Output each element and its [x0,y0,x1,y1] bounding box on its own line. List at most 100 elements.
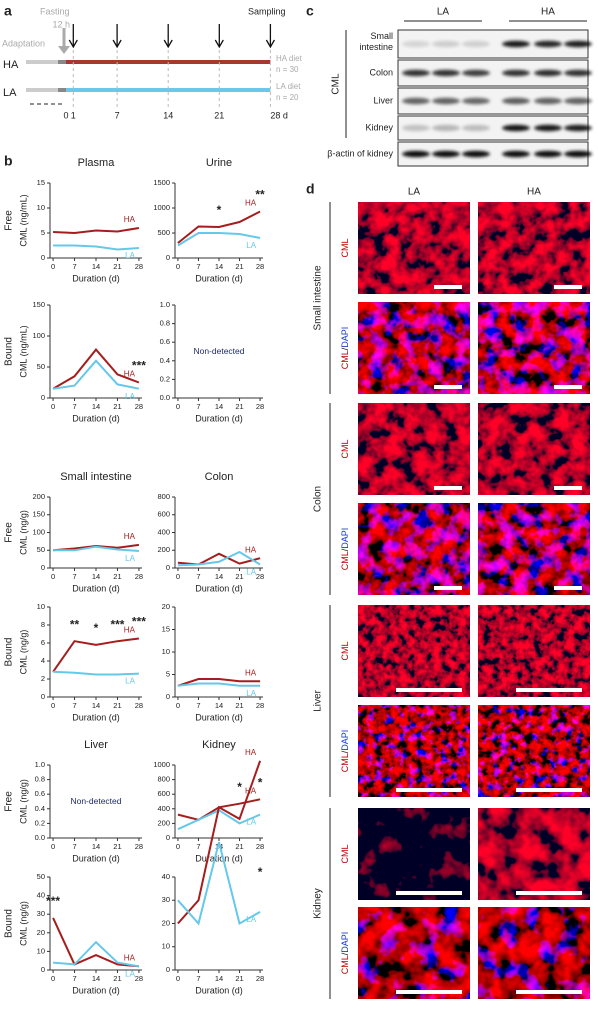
x-tick-label: 7 [196,572,200,581]
x-tick-label: 7 [72,262,76,271]
micrograph [478,808,590,900]
micrograph [478,503,590,595]
y-tick-label: 0.6 [160,337,170,346]
series-label: LA [125,677,135,686]
x-tick-label: 14 [215,572,223,581]
stain-part: CML [340,439,350,458]
y-tick-label: 0.8 [35,775,45,784]
sampling-arrowhead [68,39,78,49]
x-tick-label: 14 [92,262,100,271]
micrograph [478,202,590,294]
y-tick-label: 0.2 [35,818,45,827]
y-tick-label: 8 [41,620,45,629]
x-tick-label: 14 [215,402,223,411]
diet-label: HA diet [276,54,303,63]
y-axis-label: CML (ng/g) [18,901,28,946]
y-axis-label: CML (ng/g) [18,779,28,824]
series-label: HA [245,545,257,554]
y-tick-label: 0 [41,393,45,402]
stain-part: CML [340,641,350,660]
y-tick-label: 20 [162,602,170,611]
blot-band [462,97,490,105]
series-label: LA [246,818,256,827]
y-tick-label: 1.0 [35,760,45,769]
x-tick-label: 28 [135,262,143,271]
y-tick-label: 0 [41,965,45,974]
micrograph [358,403,470,495]
x-axis-label: Duration (d) [195,853,243,863]
scale-bar [516,891,582,895]
x-axis-label: Duration (d) [195,583,243,593]
scale-bar [396,788,462,792]
day-label: 28 d [270,110,288,120]
series-line [53,670,139,676]
x-tick-label: 28 [135,842,143,851]
blot-band [564,69,592,77]
sampling-arrowhead [265,39,275,49]
panel-label: d [306,181,315,197]
y-tick-label: 0 [166,253,170,262]
y-axis-label: CML (ng/mL) [18,194,28,246]
blot-band [432,40,460,48]
day-label: 0 [63,110,68,120]
blot-band [564,124,592,132]
blot-band [502,40,530,48]
series-line [177,682,261,687]
scale-bar [396,688,462,692]
y-tick-label: 50 [37,362,45,371]
significance: * [258,865,263,879]
significance: *** [132,359,146,373]
y-tick-label: 100 [32,527,45,536]
x-tick-label: 28 [256,974,264,983]
micrograph [358,808,470,900]
blot-band [534,124,562,132]
series-line [177,232,261,247]
fraction-label: Free [4,791,15,812]
y-tick-label: 40 [37,891,45,900]
micrograph [358,302,470,394]
blot-band [534,150,562,158]
stain-label: CML/DAPI [340,327,350,370]
blot-band [534,97,562,105]
x-tick-label: 7 [72,974,76,983]
significance: ** [70,617,80,631]
x-tick-label: 0 [51,402,55,411]
x-tick-label: 28 [256,402,264,411]
series-label: HA [245,748,257,757]
x-tick-label: 0 [176,572,180,581]
series-line [52,348,140,390]
series-label: HA [124,953,136,962]
day-label: 14 [163,110,173,120]
stain-part: DAPI [340,327,350,348]
blot-group: LA [437,7,450,18]
blot-band [502,124,530,132]
micrograph [478,302,590,394]
fraction-label: Bound [4,909,15,938]
y-tick-label: 30 [162,895,170,904]
scale-bar [396,891,462,895]
blot-band [534,40,562,48]
x-tick-label: 7 [196,402,200,411]
micrograph [478,705,590,797]
day-label: 7 [115,110,120,120]
series-label: HA [124,370,136,379]
y-tick-label: 2 [41,674,45,683]
stain-part: CML [340,844,350,863]
series-label: HA [124,626,136,635]
stain-part: / [340,750,350,753]
panel-label: a [4,3,12,19]
day-label: 1 [71,110,76,120]
y-tick-label: 0.6 [35,789,45,798]
stain-label: CML [340,439,350,458]
x-axis-label: Duration (d) [195,413,243,423]
blot-band [432,124,460,132]
y-tick-label: 800 [157,775,170,784]
x-tick-label: 0 [51,842,55,851]
y-tick-label: 600 [157,789,170,798]
x-tick-label: 21 [113,701,121,710]
blot-band [402,97,430,105]
x-tick-label: 28 [135,974,143,983]
y-tick-label: 30 [37,909,45,918]
series-label: LA [246,568,256,577]
adaptation-label: Adaptation [2,38,45,48]
